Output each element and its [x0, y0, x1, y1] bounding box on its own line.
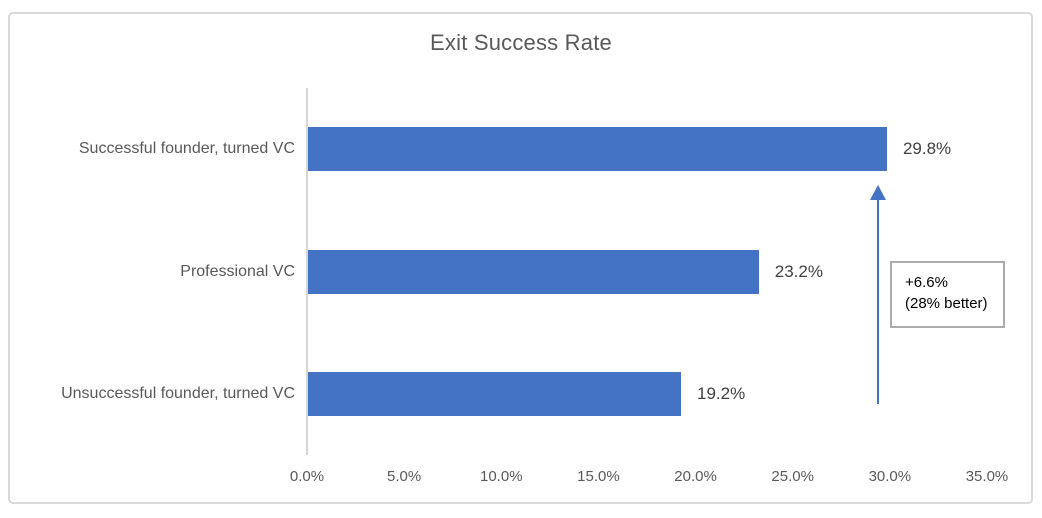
category-label-professional-vc: Professional VC: [180, 263, 295, 280]
x-tick-35: 35.0%: [965, 468, 1009, 485]
chart-title: Exit Success Rate: [430, 30, 612, 55]
x-tick-20: 20.0%: [674, 468, 717, 485]
category-axis-line: [306, 88, 308, 455]
value-label-successful-founder: 29.8%: [902, 139, 952, 158]
increase-arrow-head-icon: [870, 185, 886, 200]
increase-arrow-line: [877, 199, 879, 404]
x-tick-10: 10.0%: [480, 468, 523, 485]
category-label-unsuccessful-founder: Unsuccessful founder, turned VC: [61, 385, 295, 402]
value-label-unsuccessful-founder: 19.2%: [697, 384, 746, 403]
bar-professional-vc: [308, 250, 759, 294]
annotation-relative: (28% better): [905, 295, 988, 312]
x-tick-25: 25.0%: [771, 468, 814, 485]
annotation-box: +6.6% (28% better): [890, 261, 1005, 328]
category-label-successful-founder: Successful founder, turned VC: [78, 140, 295, 157]
x-tick-0: 0.0%: [289, 468, 325, 485]
x-tick-15: 15.0%: [577, 468, 620, 485]
annotation-delta: +6.6%: [905, 274, 948, 291]
x-tick-5: 5.0%: [387, 468, 422, 485]
value-label-professional-vc: 23.2%: [774, 262, 823, 281]
bar-successful-founder: [308, 127, 887, 171]
x-tick-30: 30.0%: [868, 468, 912, 485]
bar-unsuccessful-founder: [308, 372, 682, 416]
